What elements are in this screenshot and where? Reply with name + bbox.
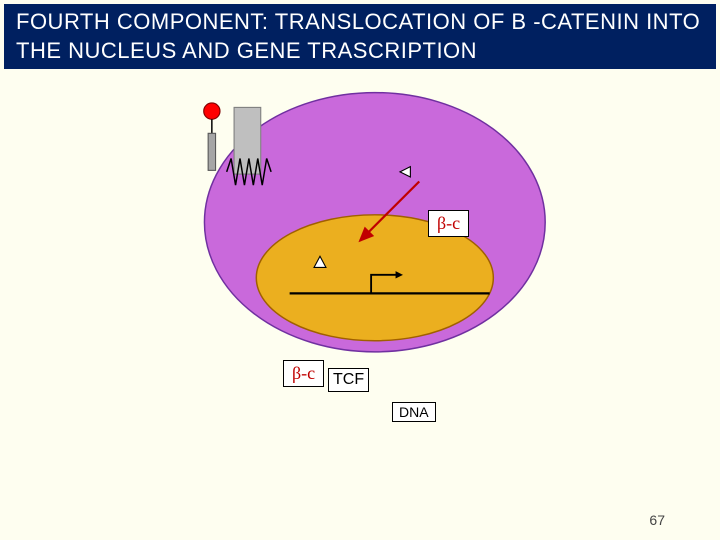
page-number-text: 67 bbox=[649, 512, 665, 528]
beta-catenin-cytoplasm-label: β-c bbox=[428, 210, 469, 237]
dna-label: DNA bbox=[392, 402, 436, 422]
receptor-body bbox=[208, 133, 215, 170]
page-number: 67 bbox=[649, 512, 665, 528]
beta-catenin-nucleus-label: β-c bbox=[283, 360, 324, 387]
tcf-label: TCF bbox=[328, 368, 369, 392]
receptor-head-icon bbox=[204, 103, 220, 119]
cell-diagram bbox=[0, 0, 720, 400]
